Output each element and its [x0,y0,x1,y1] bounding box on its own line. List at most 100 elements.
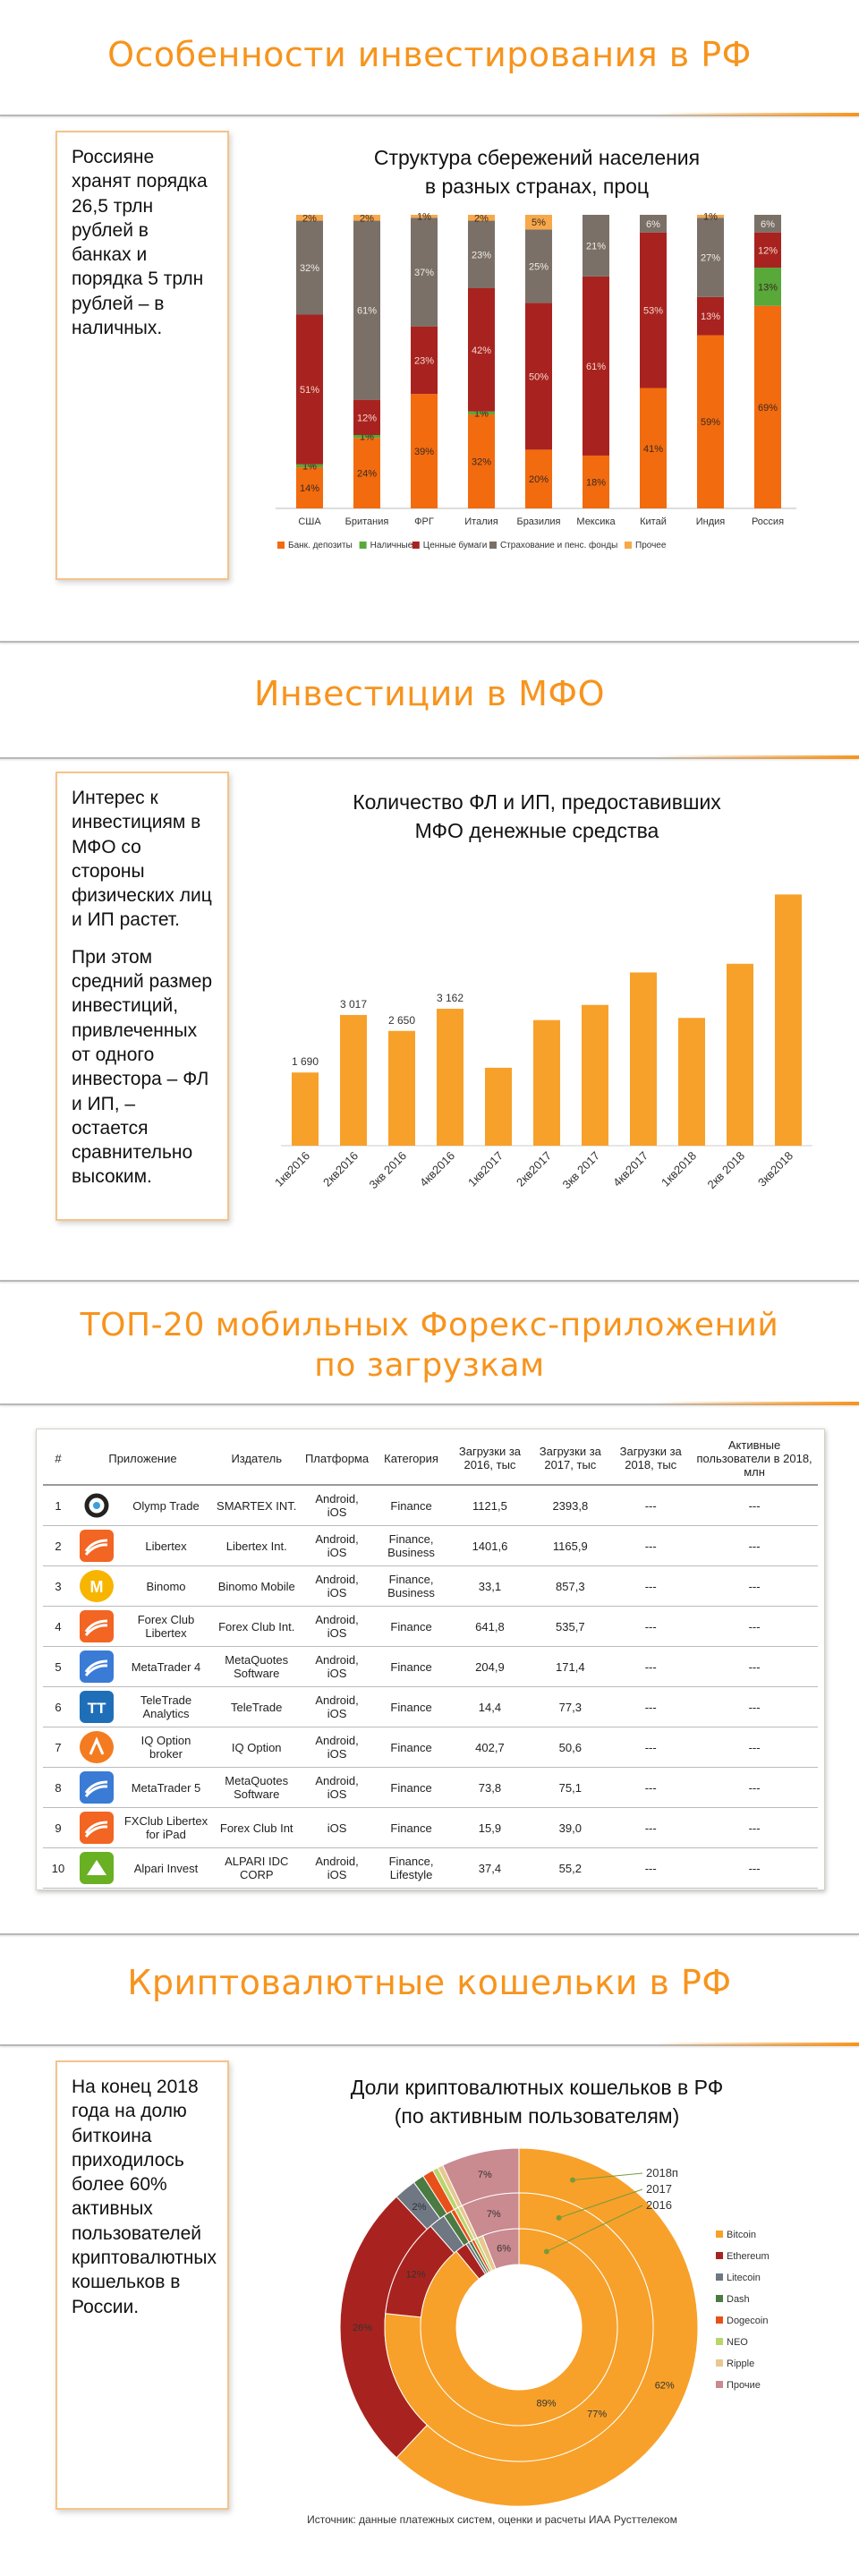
row-number: 10 [43,1847,73,1889]
bar-segment [468,414,495,508]
bar-segment [468,215,495,221]
app-icon-cell [73,1646,120,1687]
binomo-icon: M [80,1570,114,1602]
active-users-2018: --- [691,1565,818,1607]
bar [678,1018,705,1146]
data-label: 2% [302,213,317,224]
bar-segment [296,220,323,315]
app-icon-cell [73,1767,120,1808]
legend-swatch [716,2338,723,2345]
active-users-2018: --- [691,1807,818,1848]
downloads-2018: --- [610,1565,692,1607]
category: Finance [372,1646,450,1687]
section-divider [0,757,859,759]
olymp-trade-icon [80,1489,114,1522]
ring-leader-line [572,2172,643,2181]
chart-title-mfo-line1: Количество ФЛ и ИП, предоставивших [353,790,721,814]
app-name: IQ Option broker [120,1727,212,1768]
active-users-2018: --- [691,1485,818,1526]
table-header-cell: Загрузки за 2016, тыс [449,1432,531,1486]
data-label: 2% [360,213,374,224]
data-label: 7% [487,2209,501,2220]
ring-leader-dot [543,2248,549,2255]
data-label: 20% [529,474,549,485]
app-icon-cell [73,1807,120,1848]
bar-segment [583,276,609,456]
table-row: 7 IQ Option broker IQ Option Android, iOS Fi… [43,1727,818,1768]
bar [533,1019,560,1146]
section-title-investing: Особенности инвестирования в РФ [107,35,752,74]
x-tick-label: Мексика [576,516,616,527]
downloads-2017: 50,6 [530,1727,611,1768]
legend-label: Dash [727,2294,750,2305]
bar-segment [353,215,380,221]
data-label: 21% [586,241,606,252]
category: Finance [372,1767,450,1808]
libertex-icon [80,1530,114,1562]
note-savings: Россияне хранят порядка 26,5 трлн рублей… [55,131,229,580]
app-icon-cell: M [73,1565,120,1607]
legend-swatch [359,542,367,549]
data-label: 39% [414,447,434,457]
teletrade-icon: TT [80,1691,114,1723]
section-divider [0,641,859,643]
bar [727,963,753,1146]
app-name: Binomo [120,1565,212,1607]
active-users-2018: --- [691,1606,818,1647]
legend-label: Litecoin [727,2273,761,2283]
app-name: Alpari Invest [120,1847,212,1889]
row-number: 2 [43,1525,73,1566]
ring-leader-dot [570,2177,576,2183]
x-tick-label: США [298,516,321,527]
chart-title-savings: Структура сбережений населения в разных … [304,143,770,200]
data-label: 23% [414,355,434,366]
platform: Android, iOS [301,1767,373,1808]
downloads-2017: 55,2 [530,1847,611,1889]
downloads-2018: --- [610,1727,692,1768]
section-divider [0,115,859,116]
table-row: 10 Alpari Invest ALPARI IDC CORP Android, i… [43,1847,818,1889]
bar-segment [468,411,495,415]
app-name: FXClub Libertex for iPad [120,1807,212,1848]
data-label: 25% [529,261,549,272]
bar [775,894,802,1146]
forex-apps-table: # Приложение Издатель Платформа Категория Заг… [43,1432,818,1889]
table-row: 3 M Binomo Binomo Mobile Android, iOS Finance… [43,1565,818,1607]
bar-segment [468,220,495,288]
legend-label: Прочее [635,541,667,550]
iq-option-icon [80,1731,114,1763]
table-row: 2 Libertex Libertex Int. Android, iOS Financ… [43,1525,818,1566]
legend-swatch [716,2381,723,2388]
table-header-cell: Категория [372,1432,450,1486]
data-label: 6% [646,219,660,230]
bar-segment [640,215,667,233]
platform: Android, iOS [301,1525,373,1566]
table-row: 6 TT TeleTrade Analytics TeleTrade Android, … [43,1686,818,1727]
table-header-cell: Платформа [301,1432,373,1486]
active-users-2018: --- [691,1525,818,1566]
bar [292,1072,319,1146]
chart-title-savings-line2: в разных странах, проц [424,175,650,199]
data-label: 42% [472,345,491,356]
chart-title-crypto-line2: (по активным пользователям) [394,2104,680,2128]
data-label: 12% [405,2269,425,2280]
downloads-2018: --- [610,1847,692,1889]
table-row: 1 Olymp Trade SMARTEX INT. Android, iOS Fina… [43,1485,818,1526]
data-label: 61% [357,306,377,317]
section-divider [0,1403,859,1405]
table-header-cell: Загрузки за 2017, тыс [530,1432,611,1486]
data-label: 2% [412,2202,426,2213]
bar-segment [525,303,552,450]
note-mfo-text2: При этом средний размер инвестиций, прив… [72,946,213,1188]
data-label: 3 162 [437,992,464,1004]
donut-slice [481,2228,520,2270]
legend-label: Прочие [727,2380,761,2391]
table-header-cell: Издатель [211,1432,302,1486]
section-accent-rule [653,2043,859,2046]
crypto-nested-donut-chart: 62% 26% 2% 7% 77% 12% 7% 89% 6% 2018п 2017 2016 Bitc… [340,2147,770,2506]
bar-segment [640,388,667,508]
row-number: 3 [43,1565,73,1607]
section-accent-rule [653,113,859,116]
legend-swatch [716,2359,723,2367]
downloads-2016: 1401,6 [449,1525,531,1566]
